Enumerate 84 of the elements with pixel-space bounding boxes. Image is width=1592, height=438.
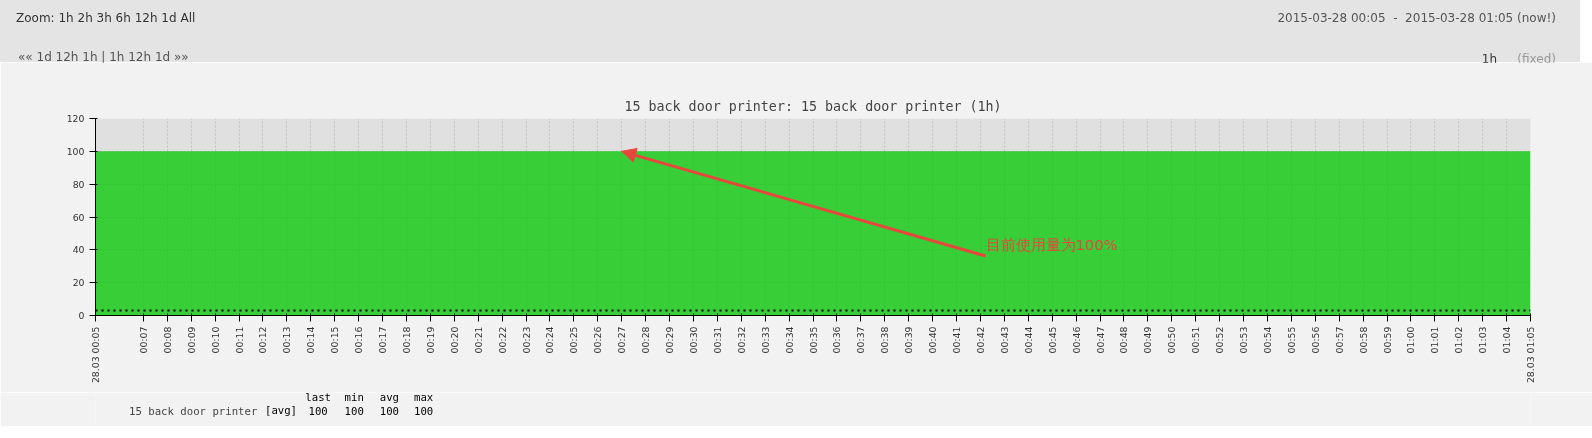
x-tick-label: 00:30	[687, 326, 699, 354]
x-tick-label: 00:15	[329, 326, 341, 354]
x-tick-label: 00:53	[1238, 326, 1249, 354]
x-tick-label: 00:41	[951, 326, 962, 354]
text: 100	[308, 404, 328, 418]
x-tick-label: 00:20	[448, 326, 460, 354]
y-tick-label: 0	[78, 310, 85, 321]
annotation: 目前使用量为100%	[985, 236, 1118, 253]
x-tick-label: 00:26	[592, 326, 604, 354]
x-tick-label: 00:33	[759, 326, 771, 354]
x-tick-label: 00:36	[831, 326, 843, 354]
x-tick-label: 00:08	[161, 326, 173, 354]
x-tick-label: 00:11	[233, 326, 245, 354]
text: (fixed)	[1517, 51, 1556, 68]
text: 15 back door printer	[129, 405, 258, 418]
x-tick-label: 00:19	[424, 326, 436, 354]
y-tick-label: 60	[72, 211, 85, 223]
x-tick-label: 00:09	[185, 326, 197, 354]
x-tick-label: 00:54	[1261, 326, 1273, 354]
x-tick-label: 00:24	[544, 326, 556, 354]
x-tick-label: 00:35	[807, 326, 819, 354]
x-tick-label: 00:12	[257, 326, 269, 354]
x-tick-label: 00:17	[377, 326, 388, 354]
x-tick-label: 00:32	[735, 326, 747, 354]
text: 100	[413, 404, 434, 418]
x-tick-label: 00:37	[855, 326, 867, 354]
x-tick-label: 00:57	[1333, 326, 1345, 354]
x-tick-label: 00:29	[664, 326, 675, 354]
x-tick-label: 01:01	[1429, 326, 1441, 354]
x-tick-label: 00:23	[520, 326, 532, 354]
text: 2015-03-28 00:05 - 2015-03-28 01:05 (now!)	[1277, 10, 1556, 27]
x-tick-label: 00:31	[711, 326, 723, 354]
x-tick-label: 00:46	[1070, 326, 1082, 354]
x-tick-label: 00:56	[1309, 326, 1321, 354]
text: 100	[379, 404, 399, 418]
x-tick-label: 00:40	[927, 326, 939, 354]
text: 100	[344, 404, 364, 418]
x-tick-label: 00:38	[879, 326, 891, 354]
x-tick-label: 00:58	[1357, 326, 1369, 354]
x-tick-label: 01:00	[1405, 326, 1417, 354]
y-tick-label: 80	[72, 178, 85, 190]
x-tick-label: 00:13	[281, 326, 293, 354]
x-tick-label: 28.03 01:05	[1525, 326, 1536, 384]
x-tick-label: 00:18	[400, 326, 412, 354]
x-tick-label: 00:42	[974, 326, 986, 354]
y-tick-label: 120	[66, 113, 85, 124]
x-tick-label: 00:07	[137, 326, 149, 354]
text: min	[344, 391, 364, 404]
x-tick-label: 01:02	[1453, 326, 1465, 354]
x-tick-label: 00:34	[783, 326, 795, 354]
y-tick-label: 100	[66, 145, 85, 157]
text: [avg]	[264, 404, 298, 417]
chart-title: 15 back door printer: 15 back door printer (1h)	[624, 98, 1002, 114]
x-tick-label: 00:52	[1214, 326, 1226, 354]
x-tick-label: 00:10	[209, 326, 221, 354]
x-tick-label: 00:48	[1118, 326, 1130, 354]
x-tick-label: 01:03	[1477, 326, 1489, 354]
x-tick-label: 00:51	[1190, 326, 1202, 354]
x-tick-label: 00:44	[1022, 326, 1034, 354]
y-tick-label: 20	[72, 277, 85, 289]
x-tick-label: 00:28	[640, 326, 652, 354]
x-tick-label: 00:27	[616, 326, 628, 354]
x-tick-label: 00:14	[305, 326, 317, 354]
x-tick-label: 00:39	[903, 326, 915, 354]
text: «« 1d 12h 1h | 1h 12h 1d »»	[18, 49, 189, 66]
x-tick-label: 00:49	[1142, 326, 1154, 354]
x-tick-label: 28.03 00:05	[90, 326, 101, 384]
x-tick-label: 00:45	[1046, 326, 1058, 354]
text: 1h	[1481, 51, 1497, 68]
x-tick-label: 00:43	[998, 326, 1010, 354]
text: avg	[379, 391, 399, 404]
x-tick-label: 00:21	[472, 326, 484, 354]
x-tick-label: 00:50	[1166, 326, 1178, 354]
text: max	[413, 391, 434, 404]
x-tick-label: 00:22	[496, 326, 508, 354]
x-tick-label: 00:59	[1381, 326, 1393, 354]
text: Zoom: 1h 2h 3h 6h 12h 1d All	[16, 10, 196, 27]
x-tick-label: 00:55	[1285, 326, 1297, 354]
x-tick-label: 00:47	[1094, 326, 1106, 354]
x-tick-label: 00:25	[568, 326, 580, 354]
x-tick-label: 00:16	[353, 326, 365, 354]
x-tick-label: 01:04	[1501, 326, 1513, 354]
text: last	[305, 391, 331, 404]
y-tick-label: 40	[72, 244, 85, 256]
